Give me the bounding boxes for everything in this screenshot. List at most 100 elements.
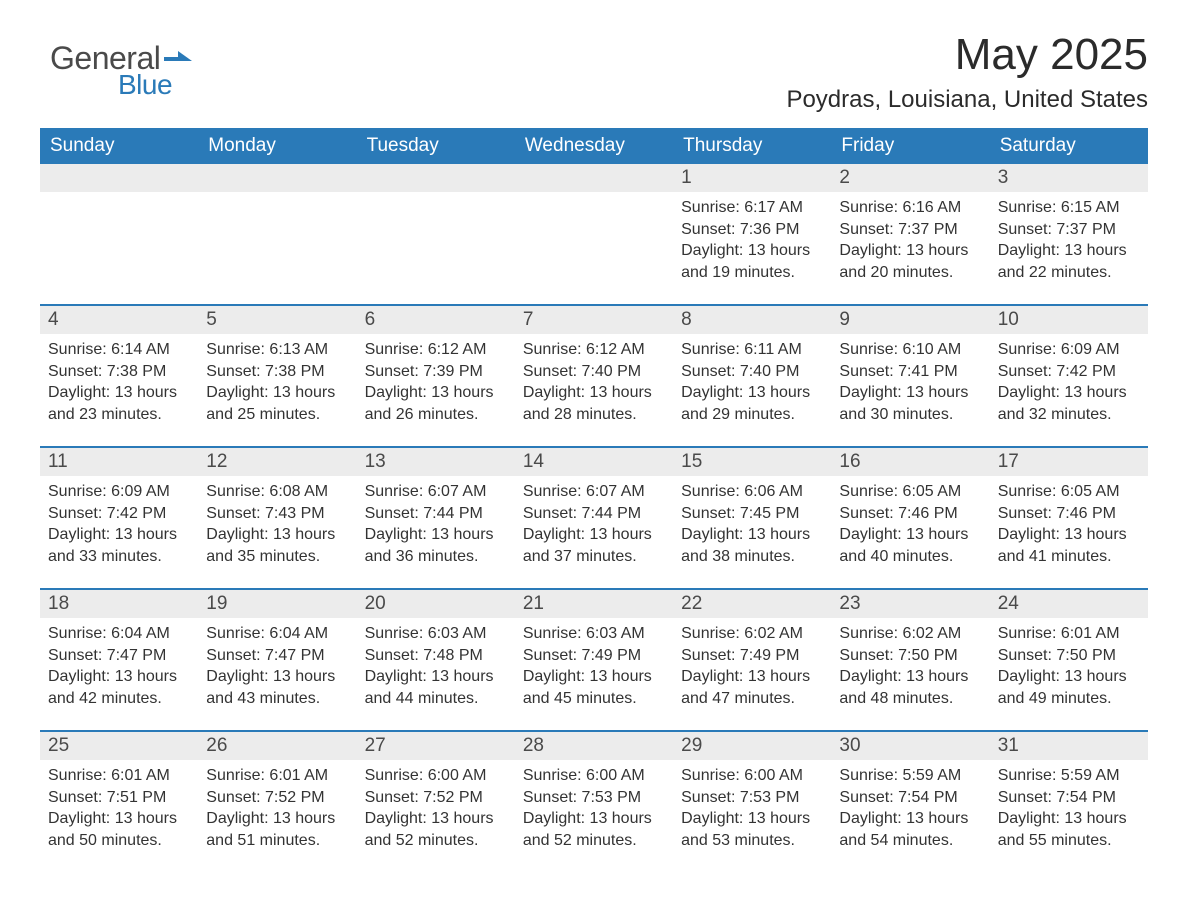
sunset-text: Sunset: 7:54 PM <box>839 787 981 809</box>
sunrise-text: Sunrise: 6:00 AM <box>523 765 665 787</box>
day-number <box>40 164 198 192</box>
day-body: Sunrise: 6:04 AMSunset: 7:47 PMDaylight:… <box>40 618 198 719</box>
sunset-text: Sunset: 7:40 PM <box>523 361 665 383</box>
day-number: 29 <box>673 732 831 760</box>
sunrise-text: Sunrise: 6:04 AM <box>48 623 190 645</box>
day-number: 24 <box>990 590 1148 618</box>
sunset-text: Sunset: 7:49 PM <box>681 645 823 667</box>
daylight-text: Daylight: 13 hours and 55 minutes. <box>998 808 1140 851</box>
logo-flag-icon <box>164 51 192 71</box>
sunrise-text: Sunrise: 6:02 AM <box>839 623 981 645</box>
day-cell: 19 Sunrise: 6:04 AMSunset: 7:47 PMDayligh… <box>198 590 356 730</box>
sunrise-text: Sunrise: 6:07 AM <box>365 481 507 503</box>
day-body: Sunrise: 6:02 AMSunset: 7:50 PMDaylight:… <box>831 618 989 719</box>
sunset-text: Sunset: 7:53 PM <box>523 787 665 809</box>
daylight-text: Daylight: 13 hours and 52 minutes. <box>365 808 507 851</box>
day-cell <box>198 164 356 304</box>
day-body: Sunrise: 6:06 AMSunset: 7:45 PMDaylight:… <box>673 476 831 577</box>
sunrise-text: Sunrise: 6:03 AM <box>523 623 665 645</box>
day-body: Sunrise: 6:16 AMSunset: 7:37 PMDaylight:… <box>831 192 989 293</box>
logo: General Blue <box>50 40 192 101</box>
sunset-text: Sunset: 7:39 PM <box>365 361 507 383</box>
day-number: 26 <box>198 732 356 760</box>
day-number: 31 <box>990 732 1148 760</box>
sunset-text: Sunset: 7:41 PM <box>839 361 981 383</box>
sunset-text: Sunset: 7:42 PM <box>48 503 190 525</box>
day-body: Sunrise: 6:09 AMSunset: 7:42 PMDaylight:… <box>40 476 198 577</box>
sunrise-text: Sunrise: 6:10 AM <box>839 339 981 361</box>
day-body: Sunrise: 6:00 AMSunset: 7:53 PMDaylight:… <box>515 760 673 861</box>
day-body: Sunrise: 6:07 AMSunset: 7:44 PMDaylight:… <box>357 476 515 577</box>
day-number: 25 <box>40 732 198 760</box>
daylight-text: Daylight: 13 hours and 37 minutes. <box>523 524 665 567</box>
sunrise-text: Sunrise: 6:13 AM <box>206 339 348 361</box>
day-cell: 9Sunrise: 6:10 AMSunset: 7:41 PMDaylight… <box>831 306 989 446</box>
day-cell: 10Sunrise: 6:09 AMSunset: 7:42 PMDayligh… <box>990 306 1148 446</box>
sunset-text: Sunset: 7:43 PM <box>206 503 348 525</box>
day-cell: 29Sunrise: 6:00 AMSunset: 7:53 PMDayligh… <box>673 732 831 872</box>
day-number: 11 <box>40 448 198 476</box>
sunrise-text: Sunrise: 6:01 AM <box>206 765 348 787</box>
day-body: Sunrise: 6:05 AMSunset: 7:46 PMDaylight:… <box>990 476 1148 577</box>
daylight-text: Daylight: 13 hours and 52 minutes. <box>523 808 665 851</box>
day-number: 16 <box>831 448 989 476</box>
sunset-text: Sunset: 7:47 PM <box>206 645 348 667</box>
day-number: 23 <box>831 590 989 618</box>
daylight-text: Daylight: 13 hours and 28 minutes. <box>523 382 665 425</box>
sunrise-text: Sunrise: 6:02 AM <box>681 623 823 645</box>
daylight-text: Daylight: 13 hours and 25 minutes. <box>206 382 348 425</box>
sunset-text: Sunset: 7:47 PM <box>48 645 190 667</box>
day-number: 17 <box>990 448 1148 476</box>
daylight-text: Daylight: 13 hours and 43 minutes. <box>206 666 348 709</box>
day-number: 21 <box>515 590 673 618</box>
day-number: 3 <box>990 164 1148 192</box>
daylight-text: Daylight: 13 hours and 22 minutes. <box>998 240 1140 283</box>
day-headers: Sunday Monday Tuesday Wednesday Thursday… <box>40 128 1148 164</box>
sunset-text: Sunset: 7:50 PM <box>839 645 981 667</box>
week-row: 11Sunrise: 6:09 AMSunset: 7:42 PMDayligh… <box>40 446 1148 588</box>
day-number: 15 <box>673 448 831 476</box>
day-body: Sunrise: 6:01 AMSunset: 7:51 PMDaylight:… <box>40 760 198 861</box>
sunrise-text: Sunrise: 6:04 AM <box>206 623 348 645</box>
month-title: May 2025 <box>786 30 1148 80</box>
day-cell: 25Sunrise: 6:01 AMSunset: 7:51 PMDayligh… <box>40 732 198 872</box>
day-number: 22 <box>673 590 831 618</box>
day-body: Sunrise: 6:10 AMSunset: 7:41 PMDaylight:… <box>831 334 989 435</box>
day-body: Sunrise: 6:03 AMSunset: 7:49 PMDaylight:… <box>515 618 673 719</box>
day-number: 1 <box>673 164 831 192</box>
sunset-text: Sunset: 7:50 PM <box>998 645 1140 667</box>
day-body: Sunrise: 6:00 AMSunset: 7:52 PMDaylight:… <box>357 760 515 861</box>
daylight-text: Daylight: 13 hours and 50 minutes. <box>48 808 190 851</box>
sunrise-text: Sunrise: 6:05 AM <box>998 481 1140 503</box>
sunset-text: Sunset: 7:49 PM <box>523 645 665 667</box>
sunrise-text: Sunrise: 6:12 AM <box>523 339 665 361</box>
sunrise-text: Sunrise: 6:01 AM <box>48 765 190 787</box>
weeks-container: 1Sunrise: 6:17 AMSunset: 7:36 PMDaylight… <box>40 164 1148 872</box>
day-body: Sunrise: 6:12 AMSunset: 7:39 PMDaylight:… <box>357 334 515 435</box>
day-number <box>357 164 515 192</box>
day-number: 9 <box>831 306 989 334</box>
day-cell: 21Sunrise: 6:03 AMSunset: 7:49 PMDayligh… <box>515 590 673 730</box>
day-number: 19 <box>198 590 356 618</box>
day-cell: 23Sunrise: 6:02 AMSunset: 7:50 PMDayligh… <box>831 590 989 730</box>
day-number: 6 <box>357 306 515 334</box>
daylight-text: Daylight: 13 hours and 45 minutes. <box>523 666 665 709</box>
day-body: Sunrise: 6:05 AMSunset: 7:46 PMDaylight:… <box>831 476 989 577</box>
sunrise-text: Sunrise: 6:08 AM <box>206 481 348 503</box>
daylight-text: Daylight: 13 hours and 26 minutes. <box>365 382 507 425</box>
daylight-text: Daylight: 13 hours and 53 minutes. <box>681 808 823 851</box>
sunset-text: Sunset: 7:54 PM <box>998 787 1140 809</box>
sunset-text: Sunset: 7:37 PM <box>998 219 1140 241</box>
sunrise-text: Sunrise: 5:59 AM <box>839 765 981 787</box>
sunset-text: Sunset: 7:52 PM <box>365 787 507 809</box>
day-cell: 28Sunrise: 6:00 AMSunset: 7:53 PMDayligh… <box>515 732 673 872</box>
day-cell: 20Sunrise: 6:03 AMSunset: 7:48 PMDayligh… <box>357 590 515 730</box>
day-cell <box>357 164 515 304</box>
day-body: Sunrise: 6:14 AMSunset: 7:38 PMDaylight:… <box>40 334 198 435</box>
sunrise-text: Sunrise: 6:09 AM <box>48 481 190 503</box>
day-cell: 13Sunrise: 6:07 AMSunset: 7:44 PMDayligh… <box>357 448 515 588</box>
day-body: Sunrise: 6:03 AMSunset: 7:48 PMDaylight:… <box>357 618 515 719</box>
daylight-text: Daylight: 13 hours and 42 minutes. <box>48 666 190 709</box>
day-header-mon: Monday <box>198 128 356 164</box>
header: General Blue May 2025 Poydras, Louisiana… <box>40 30 1148 114</box>
